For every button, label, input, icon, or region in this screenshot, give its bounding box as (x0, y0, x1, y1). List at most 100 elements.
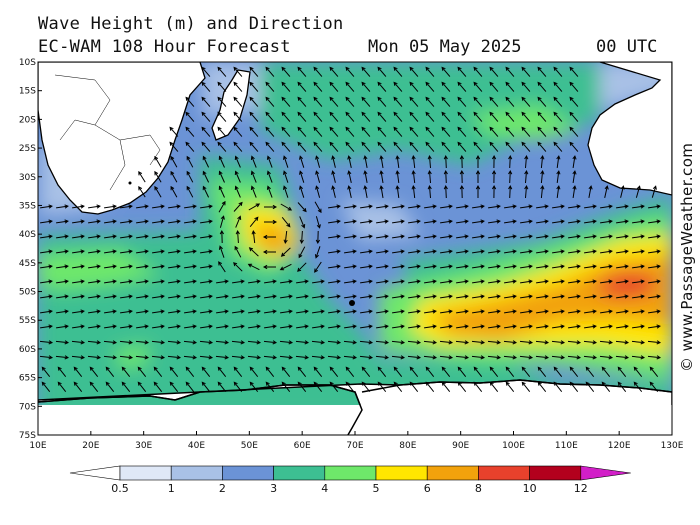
direction-arrow (266, 170, 273, 183)
direction-arrow (104, 219, 117, 224)
direction-arrow (604, 185, 609, 199)
direction-arrow (184, 264, 197, 269)
longitude-label: 80E (399, 441, 416, 451)
direction-arrow (199, 340, 214, 345)
direction-arrow (425, 81, 435, 92)
direction-arrow (361, 96, 371, 107)
direction-arrow (376, 279, 389, 284)
direction-arrow (443, 169, 448, 184)
direction-arrow (504, 279, 517, 284)
direction-arrow (328, 324, 341, 329)
direction-arrow (315, 230, 321, 245)
direction-arrow (508, 169, 513, 184)
australia-landmass (587, 62, 672, 196)
direction-arrow (56, 309, 69, 314)
direction-arrow (359, 340, 374, 345)
direction-arrow (119, 340, 134, 345)
direction-arrow (407, 340, 422, 345)
direction-arrow (87, 355, 102, 360)
direction-arrow (265, 141, 275, 152)
direction-arrow (600, 234, 613, 239)
latitude-label: 15S (19, 87, 36, 97)
latitude-label: 50S (19, 288, 36, 298)
direction-arrow (536, 249, 549, 254)
direction-arrow (87, 340, 102, 345)
forecast-model: EC-WAM 108 Hour Forecast (38, 37, 291, 57)
direction-arrow (153, 381, 163, 393)
direction-arrow (457, 66, 467, 77)
direction-arrow (569, 366, 579, 378)
direction-arrow (521, 366, 531, 378)
direction-arrow (584, 219, 597, 224)
direction-arrow (409, 66, 419, 77)
direction-arrow (423, 340, 438, 345)
direction-arrow (520, 249, 533, 254)
direction-arrow (231, 355, 246, 360)
direction-arrow (488, 279, 501, 284)
direction-arrow (328, 219, 341, 224)
direction-arrow (296, 279, 309, 284)
direction-arrow (295, 340, 310, 345)
direction-arrow (233, 201, 243, 212)
direction-arrow (345, 81, 355, 92)
direction-arrow (152, 249, 165, 254)
direction-arrow (408, 249, 421, 254)
direction-arrow (313, 66, 323, 77)
direction-arrow (186, 170, 194, 183)
direction-arrow (632, 264, 645, 269)
direction-arrow (200, 294, 213, 299)
direction-arrow (424, 219, 437, 224)
direction-arrow (584, 279, 597, 284)
direction-arrow (218, 170, 225, 183)
direction-arrow (487, 340, 502, 345)
direction-arrow (88, 324, 101, 329)
direction-arrow (154, 155, 162, 168)
direction-arrow (425, 141, 435, 152)
direction-arrow (345, 381, 355, 393)
direction-arrow (520, 279, 533, 284)
direction-arrow (104, 324, 117, 329)
direction-arrow (280, 247, 291, 257)
direction-arrow (472, 309, 485, 314)
direction-arrow (473, 96, 483, 107)
direction-arrow (279, 263, 292, 271)
direction-arrow (120, 279, 133, 284)
direction-arrow (200, 219, 213, 224)
direction-arrow (219, 215, 225, 228)
direction-arrow (441, 66, 451, 77)
direction-arrow (505, 96, 515, 107)
direction-arrow (408, 264, 421, 269)
direction-arrow (584, 309, 597, 314)
direction-arrow (200, 279, 213, 284)
direction-arrow (457, 96, 467, 107)
direction-arrow (248, 309, 261, 314)
direction-arrow (616, 204, 629, 209)
direction-arrow (472, 219, 485, 224)
latitude-label: 35S (19, 201, 36, 211)
direction-arrow (488, 294, 501, 299)
direction-arrow (200, 249, 213, 254)
direction-arrow (488, 249, 501, 254)
direction-arrow (344, 294, 357, 299)
direction-arrow (599, 355, 614, 360)
direction-arrow (136, 264, 149, 269)
direction-arrow (488, 324, 501, 329)
direction-arrow (556, 155, 561, 168)
direction-arrow (424, 309, 437, 314)
direction-arrow (281, 366, 291, 378)
direction-arrow (409, 96, 419, 107)
direction-arrow (504, 219, 517, 224)
direction-arrow (552, 279, 565, 284)
direction-arrow (56, 324, 69, 329)
direction-arrow (472, 264, 485, 269)
direction-arrow (520, 324, 533, 329)
direction-arrow (375, 355, 390, 360)
direction-arrow (72, 204, 85, 209)
direction-arrow (457, 111, 467, 122)
direction-arrow (535, 340, 550, 345)
direction-arrow (137, 381, 147, 393)
direction-arrow (120, 219, 133, 224)
direction-arrow (505, 81, 515, 92)
direction-arrow (632, 249, 645, 254)
direction-arrow (314, 246, 321, 259)
